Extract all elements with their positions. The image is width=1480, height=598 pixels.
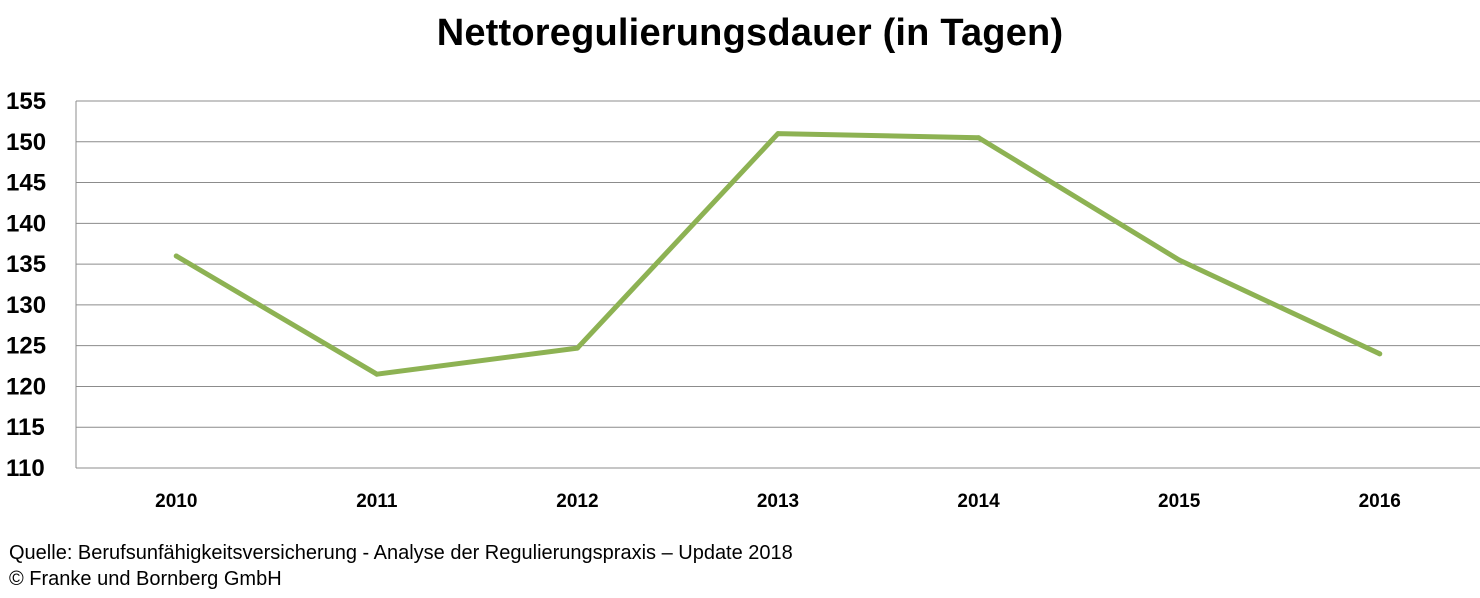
y-tick-label-110: 110 [6,455,45,482]
y-tick-label-125: 125 [6,333,46,360]
y-tick-label-140: 140 [6,210,46,237]
y-tick-label-155: 155 [6,88,46,115]
data-point-2010 [173,253,179,259]
data-point-2014 [976,135,982,141]
y-tick-label-145: 145 [6,170,46,197]
y-tick-label-130: 130 [6,292,46,319]
x-tick-label-2012: 2012 [556,491,598,512]
data-point-2016 [1377,351,1383,357]
series-lines [173,131,1383,377]
axes [75,101,1480,469]
data-point-2011 [374,371,380,377]
x-tick-label-2014: 2014 [957,491,1000,512]
source-text: Quelle: Berufsunfähigkeitsversicherung -… [9,542,793,564]
y-tick-label-115: 115 [6,414,45,441]
x-tick-label-2013: 2013 [757,491,799,512]
data-point-2013 [775,131,781,137]
data-point-2012 [574,345,580,351]
y-tick-label-135: 135 [6,251,46,278]
x-axis-tick-labels: 2010 2011 2012 2013 2014 2015 2016 [155,491,1401,512]
y-tick-label-120: 120 [6,373,46,400]
x-tick-label-2010: 2010 [155,491,197,512]
chart-title: Nettoregulierungsdauer (in Tagen) [436,12,1064,54]
y-axis-tick-labels: 110 115 120 125 130 135 140 145 150 155 [6,88,46,482]
series-line-0 [173,131,1383,377]
source-note: Quelle: Berufsunfähigkeitsversicherung -… [9,540,793,592]
y-tick-label-150: 150 [6,129,46,156]
copyright-text: © Franke und Bornberg GmbH [9,568,282,590]
data-point-2015 [1176,257,1182,263]
gridlines [76,100,1480,428]
x-tick-label-2016: 2016 [1359,491,1401,512]
x-tick-label-2015: 2015 [1158,491,1201,512]
x-tick-label-2011: 2011 [356,491,398,512]
